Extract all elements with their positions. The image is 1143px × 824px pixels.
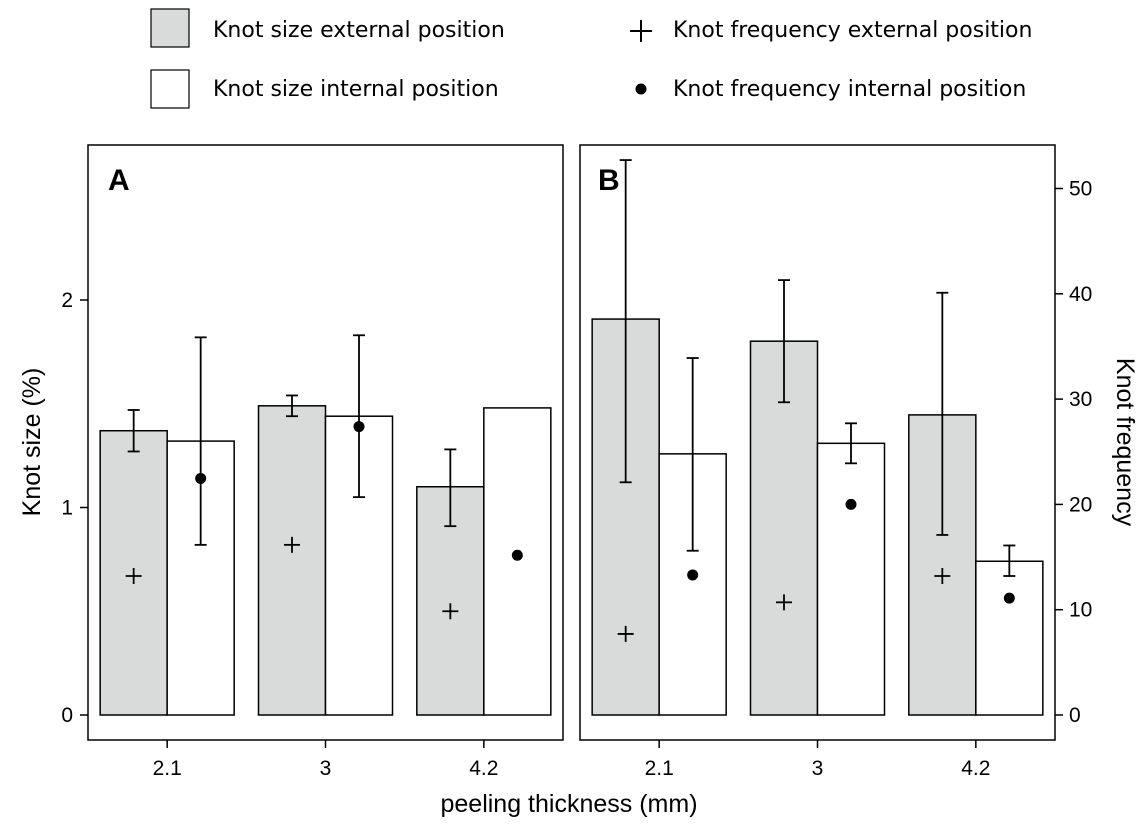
x-tick-label-0-0: 2.1 (153, 757, 182, 780)
left-tick-label-2: 2 (61, 289, 73, 312)
left-tick-label-1: 1 (61, 497, 73, 520)
x-tick-label-1-0: 2.1 (645, 757, 674, 780)
point-a-internal-freq-2 (511, 549, 523, 561)
x-axis: 2.1 3 4.2 2.1 3 4.2 (153, 740, 990, 780)
right-tick-label-4: 40 (1069, 283, 1092, 306)
right-axis: 0 10 20 30 40 50 (1055, 178, 1092, 727)
legend-plus-marker (630, 20, 652, 42)
x-tick-label-0-2: 4.2 (469, 757, 498, 780)
point-a-internal-freq-0 (195, 472, 207, 484)
errorbar-a-external-2 (444, 448, 457, 528)
right-tick-label-3: 30 (1069, 388, 1092, 411)
point-a-internal-freq-1 (353, 421, 365, 433)
x-tick-label-1-1: 3 (812, 757, 824, 780)
bar-a-internal-2 (483, 407, 552, 716)
x-axis-title: peeling thickness (mm) (440, 790, 697, 818)
panel-a-label: A (108, 164, 130, 197)
point-a-external-freq-1 (284, 536, 300, 553)
point-b-internal-freq-1 (845, 498, 857, 510)
legend-label-internal-frequency: Knot frequency internal position (673, 77, 1026, 102)
panel-b-label: B (598, 164, 620, 197)
errorbar-a-internal-freq-0 (194, 336, 207, 546)
errorbar-a-external-1 (286, 394, 298, 418)
bar-a-external-1 (257, 405, 327, 716)
point-a-external-freq-2 (442, 603, 459, 620)
left-tick-label-0: 0 (61, 704, 73, 727)
left-axis: 0 1 2 (61, 289, 88, 727)
point-b-external-freq-0 (617, 625, 634, 642)
right-tick-label-5: 50 (1069, 178, 1092, 201)
errorbar-a-internal-freq-1 (353, 334, 365, 499)
y-axis-title-left: Knot size (%) (18, 368, 46, 517)
point-a-external-freq-0 (125, 567, 142, 584)
right-tick-label-2: 20 (1069, 493, 1092, 516)
point-b-internal-freq-2 (1003, 592, 1015, 604)
legend-swatch-internal-size (150, 69, 190, 109)
legend-label-external-frequency: Knot frequency external position (673, 18, 1032, 43)
panel-b-plot (591, 159, 1044, 716)
point-b-external-freq-2 (934, 568, 951, 585)
x-tick-label-1-2: 4.2 (961, 757, 990, 780)
panel-a-plot (99, 334, 552, 716)
legend-swatch-external-size (150, 8, 190, 48)
legend-label-internal-size: Knot size internal position (213, 77, 499, 102)
y-axis-title-right: Knot frequency (1111, 358, 1139, 527)
errorbar-a-external-0 (127, 409, 140, 453)
errorbar-b-external-1 (778, 279, 790, 404)
errorbar-b-internal-1 (845, 422, 857, 465)
legend-dot-marker (635, 83, 647, 95)
bar-b-internal-2 (975, 560, 1044, 716)
bar-b-internal-1 (816, 442, 886, 716)
point-b-external-freq-1 (776, 594, 792, 611)
right-tick-label-1: 10 (1069, 599, 1092, 622)
legend-label-external-size: Knot size external position (213, 18, 505, 43)
point-b-internal-freq-0 (687, 569, 699, 581)
x-tick-label-0-1: 3 (320, 757, 332, 780)
legend: Knot size external position Knot size in… (150, 8, 1032, 109)
errorbar-b-external-0 (619, 159, 632, 484)
errorbar-b-external-2 (936, 291, 949, 536)
errorbar-b-internal-0 (686, 357, 699, 552)
bar-b-external-1 (749, 340, 819, 716)
right-tick-label-0: 0 (1069, 704, 1081, 727)
errorbar-b-internal-2 (1003, 544, 1016, 577)
